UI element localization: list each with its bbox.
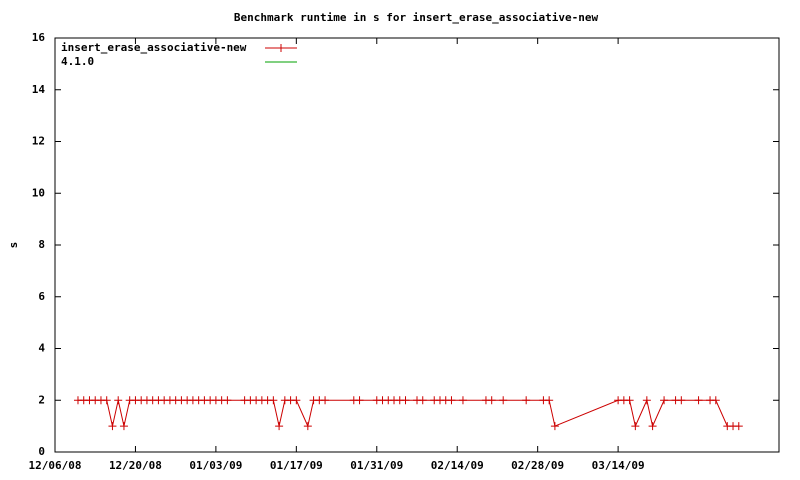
y-tick-label: 6 [38,290,45,303]
point-marker [522,396,531,405]
point-marker [458,396,467,405]
x-tick-label: 01/03/09 [189,459,242,472]
point-marker [499,396,508,405]
point-marker [625,396,634,405]
x-tick-label: 02/28/09 [511,459,564,472]
point-marker [631,422,640,431]
point-marker [303,422,312,431]
legend-marker [277,44,285,52]
x-tick-label: 03/14/09 [592,459,645,472]
y-tick-label: 14 [32,83,46,96]
point-marker [418,396,427,405]
point-marker [545,396,554,405]
point-marker [648,422,657,431]
point-marker [447,396,456,405]
y-axis-label: s [7,242,20,249]
point-marker [223,396,232,405]
point-marker [292,396,301,405]
legend-label: insert_erase_associative-new [61,41,247,54]
y-tick-label: 12 [32,135,45,148]
x-tick-label: 02/14/09 [431,459,484,472]
point-marker [550,422,559,431]
y-tick-label: 16 [32,31,46,44]
y-tick-label: 10 [32,186,45,199]
point-marker [119,422,128,431]
x-tick-label: 01/17/09 [270,459,323,472]
point-marker [269,396,278,405]
point-marker [114,396,123,405]
chart-title: Benchmark runtime in s for insert_erase_… [234,11,599,24]
y-tick-label: 2 [38,393,45,406]
point-marker [677,396,686,405]
x-tick-label: 01/31/09 [350,459,403,472]
y-tick-label: 4 [38,342,45,355]
point-marker [660,396,669,405]
x-tick-label: 12/06/08 [29,459,82,472]
point-marker [321,396,330,405]
y-tick-label: 8 [38,238,45,251]
point-marker [734,422,743,431]
point-marker [275,422,284,431]
point-marker [487,396,496,405]
point-marker [102,396,111,405]
x-tick-label: 12/20/08 [109,459,162,472]
point-marker [642,396,651,405]
point-marker [711,396,720,405]
point-marker [108,422,117,431]
legend-label: 4.1.0 [61,55,94,68]
point-marker [355,396,364,405]
series-line [77,398,739,428]
point-marker [694,396,703,405]
y-tick-label: 0 [38,445,45,458]
plot-frame [54,37,780,453]
point-marker [401,396,410,405]
